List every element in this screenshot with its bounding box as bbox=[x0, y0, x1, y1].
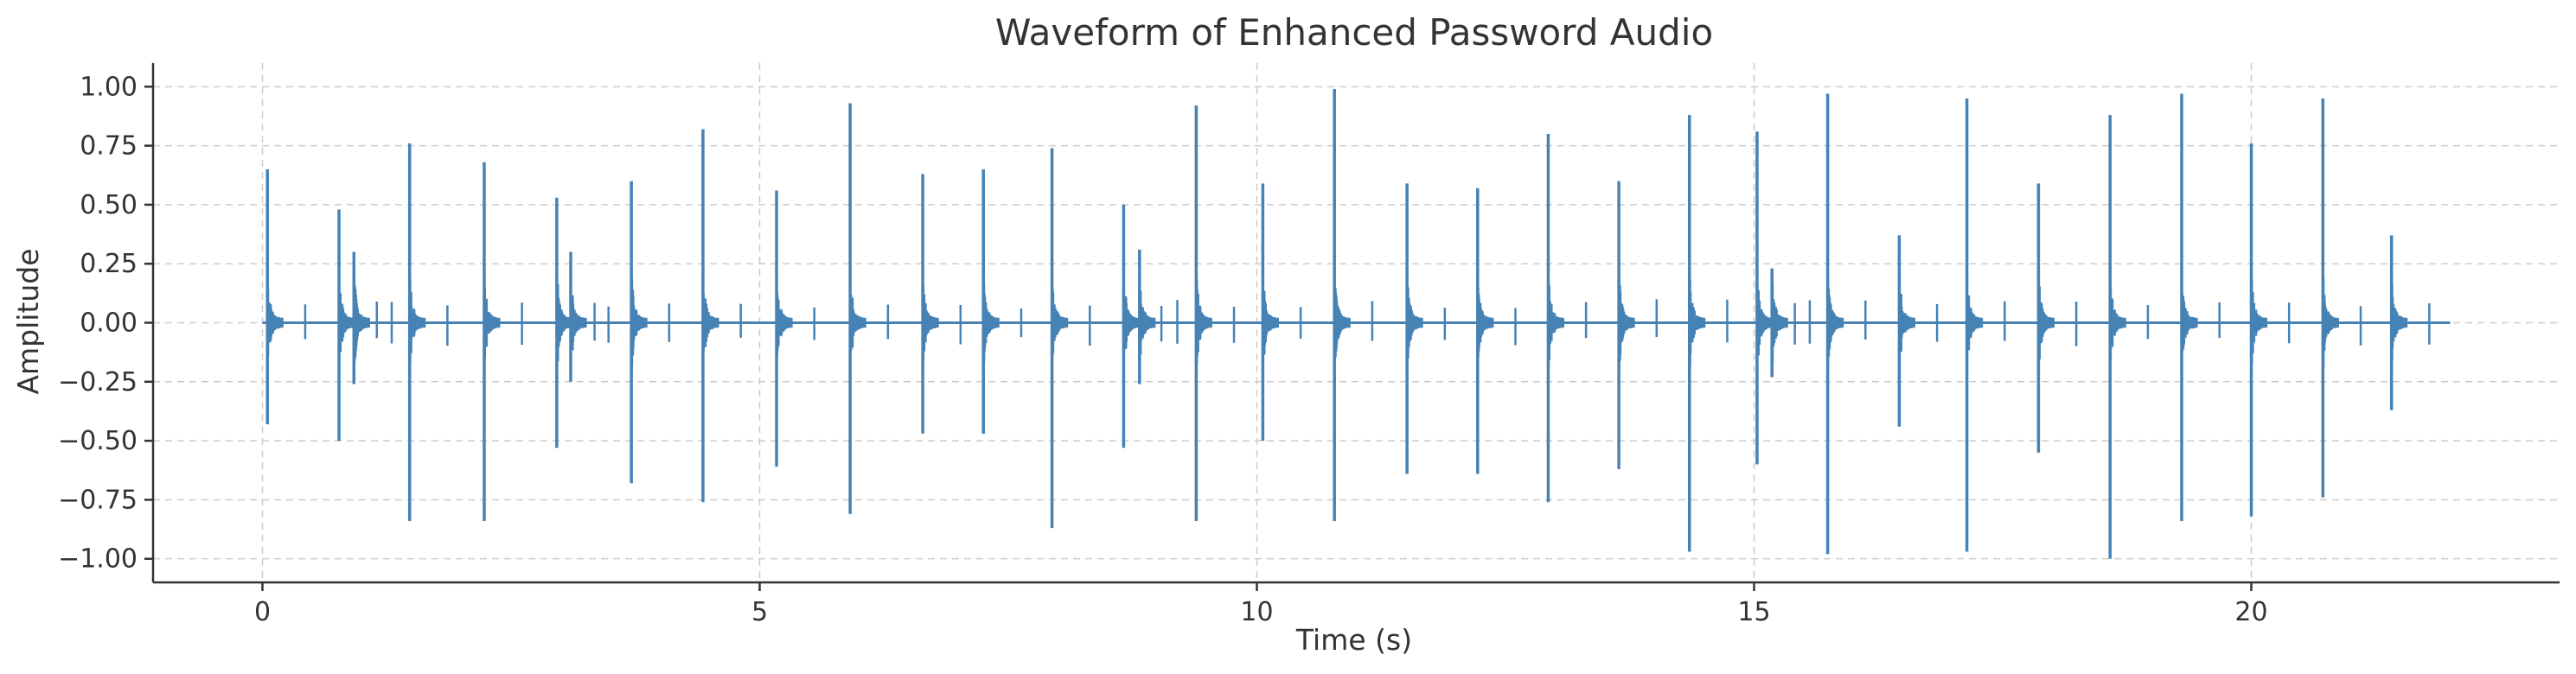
y-tick-label: −0.50 bbox=[58, 426, 137, 456]
waveform-ringing bbox=[1122, 271, 1140, 374]
y-axis-label: Amplitude bbox=[11, 248, 45, 394]
waveform-ringing bbox=[1406, 283, 1423, 362]
waveform-ringing bbox=[1333, 285, 1351, 360]
waveform-ringing bbox=[2109, 287, 2126, 359]
x-axis-label: Time (s) bbox=[1295, 623, 1412, 657]
waveform-ringing bbox=[1195, 281, 1212, 365]
waveform-ringing bbox=[922, 277, 939, 369]
waveform-ringing bbox=[1771, 273, 1788, 372]
x-tick-label: 0 bbox=[254, 597, 271, 627]
waveform-ringing bbox=[1827, 282, 1844, 364]
waveform-ringing bbox=[702, 283, 719, 363]
y-tick-label: 0.50 bbox=[80, 190, 137, 220]
y-tick-label: −0.25 bbox=[58, 367, 137, 397]
waveform-ringing bbox=[409, 281, 426, 365]
waveform-ringing bbox=[266, 286, 284, 359]
waveform-ringing bbox=[2322, 278, 2339, 367]
x-tick-label: 20 bbox=[2234, 597, 2267, 627]
x-tick-label: 10 bbox=[1240, 597, 1273, 627]
y-tick-label: −1.00 bbox=[58, 544, 137, 575]
waveform-ringing bbox=[1548, 280, 1564, 366]
waveform-ringing bbox=[1898, 294, 1915, 352]
waveform-ringing bbox=[353, 283, 370, 362]
y-tick-label: −0.75 bbox=[58, 485, 137, 515]
waveform-ringing bbox=[630, 273, 648, 372]
x-tick-label: 5 bbox=[751, 597, 768, 627]
waveform-ringing bbox=[2391, 284, 2408, 361]
waveform-ringing bbox=[1966, 295, 1984, 351]
waveform-ringing bbox=[776, 291, 793, 354]
y-tick-label: 0.75 bbox=[80, 131, 137, 162]
waveform-ringing bbox=[1139, 290, 1156, 355]
waveform-ringing bbox=[1756, 275, 1774, 371]
y-tick-label: 1.00 bbox=[80, 72, 137, 102]
waveform-ringing bbox=[1618, 278, 1635, 367]
waveform-ringing bbox=[849, 295, 866, 351]
y-tick-label: 0.00 bbox=[80, 308, 137, 339]
axes bbox=[144, 63, 2560, 591]
chart-title: Waveform of Enhanced Password Audio bbox=[995, 11, 1713, 54]
waveform-ringing bbox=[483, 279, 501, 366]
tick-labels: 0 5 10 15 20 1.00 0.75 0.50 0.25 0.00 −0.25 −0.50 −0… bbox=[58, 72, 2268, 627]
x-tick-label: 15 bbox=[1737, 597, 1770, 627]
waveform-ringing bbox=[338, 284, 355, 361]
waveform-ringing bbox=[570, 275, 587, 371]
waveform-ringing bbox=[982, 283, 1000, 363]
waveform-ringing bbox=[1262, 290, 1279, 355]
waveform-ringing bbox=[2181, 293, 2198, 353]
y-tick-label: 0.25 bbox=[80, 249, 137, 279]
waveform-ringing bbox=[2251, 270, 2268, 375]
waveform-ringing bbox=[1477, 288, 1494, 358]
waveform-ringing bbox=[1689, 279, 1706, 366]
waveform-ringing bbox=[2037, 277, 2055, 369]
waveform-series bbox=[262, 89, 2451, 559]
waveform-ringing bbox=[1051, 289, 1069, 357]
